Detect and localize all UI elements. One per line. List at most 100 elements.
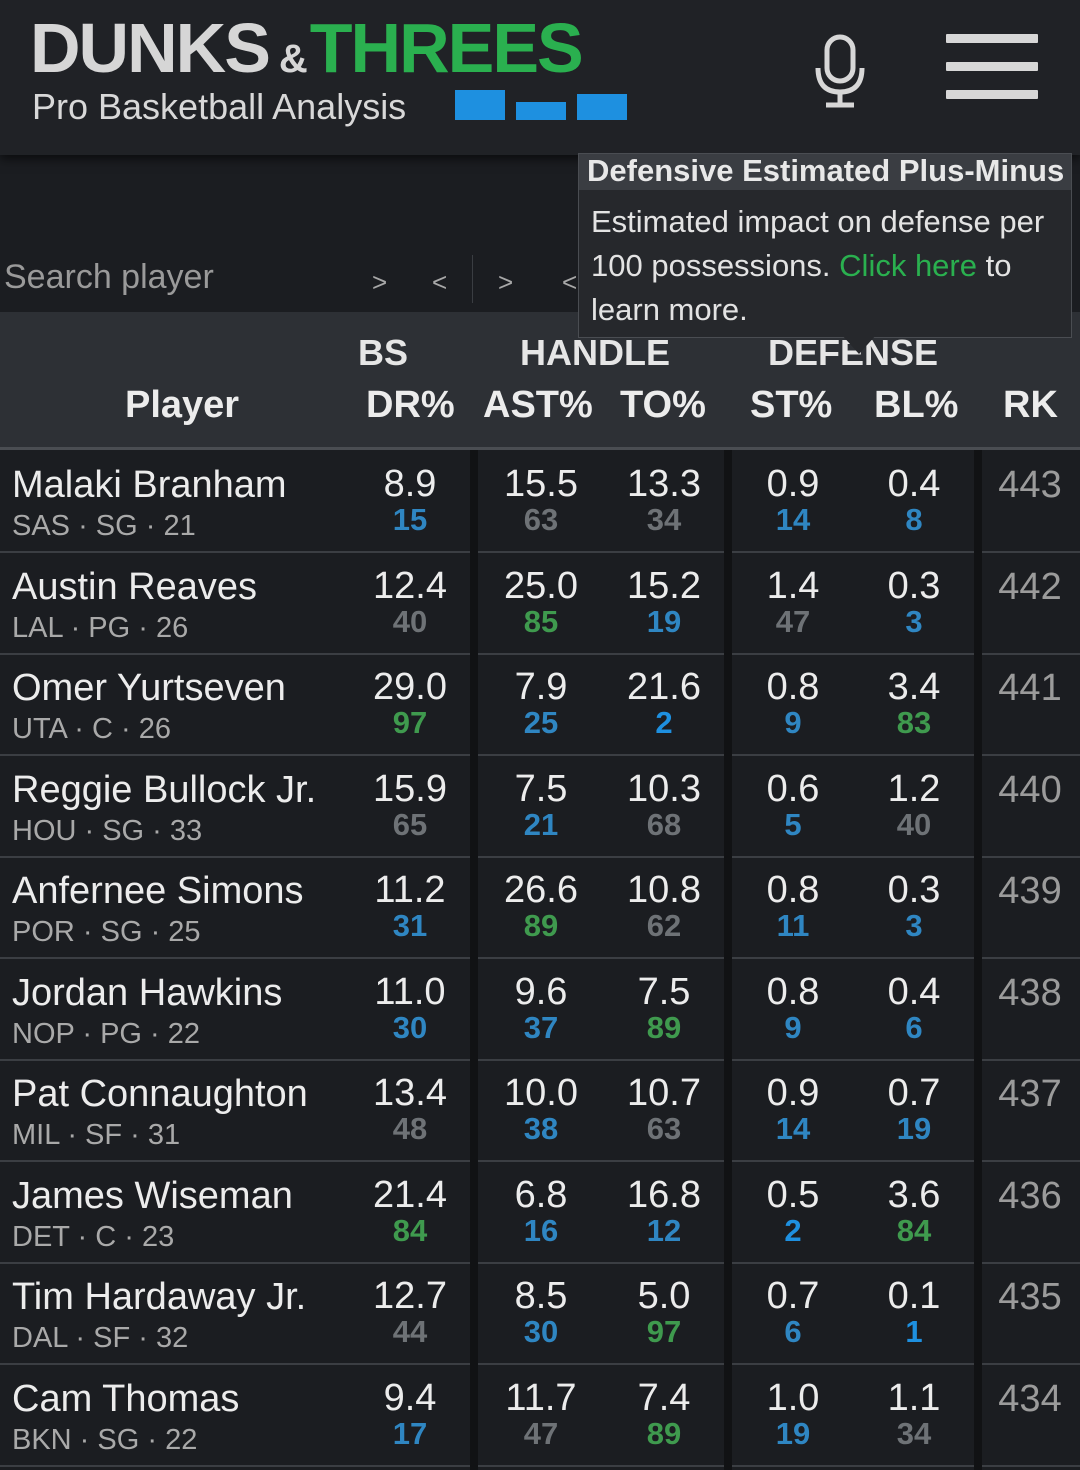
stat-percentile: 9: [784, 705, 802, 740]
stat-value: 15.2: [627, 564, 701, 607]
table-row[interactable]: Anfernee Simons POR · SG · 25 11.2 31 26.6 89…: [0, 856, 1080, 959]
col-bl-pct[interactable]: BL%: [874, 384, 959, 426]
stat-percentile: 38: [523, 1111, 559, 1146]
table-row[interactable]: James Wiseman DET · C · 23 21.4 84 6.8 16 16.8…: [0, 1161, 1080, 1264]
col-rank[interactable]: RK: [1003, 384, 1058, 426]
site-logo[interactable]: DUNKS &THREES: [30, 8, 584, 88]
col-dr-pct[interactable]: DR%: [366, 384, 455, 426]
table-row[interactable]: Jordan Hawkins NOP · PG · 22 11.0 30 9.6 37 7.…: [0, 958, 1080, 1061]
stat-value: 0.8: [766, 869, 820, 911]
stat-cell-dr: 12.4 40: [350, 566, 470, 638]
stat-value: 10.3: [627, 767, 701, 810]
column-divider: [724, 450, 732, 1470]
stat-cell-bl: 0.1 1: [854, 1276, 974, 1348]
stat-value: 21.4: [373, 1173, 447, 1216]
stat-percentile: 14: [775, 1111, 811, 1146]
stat-value: 0.7: [887, 1072, 941, 1114]
stat-cell-st: 1.4 47: [733, 566, 853, 638]
search-input[interactable]: [0, 249, 358, 305]
stat-value: 0.5: [766, 1173, 820, 1216]
stat-percentile: 2: [784, 1212, 802, 1248]
player-name[interactable]: James Wiseman: [12, 1174, 293, 1217]
stat-value: 12.4: [373, 564, 447, 607]
microphone-icon[interactable]: [812, 34, 868, 110]
defense-tooltip: Defensive Estimated Plus-Minus Estimated…: [578, 153, 1072, 338]
stat-value: 29.0: [373, 666, 447, 708]
stat-value: 5.0: [637, 1275, 691, 1317]
stat-value: 0.9: [766, 463, 820, 505]
player-name[interactable]: Anfernee Simons: [12, 870, 304, 912]
stat-cell-bl: 1.1 34: [854, 1378, 974, 1450]
col-st-pct[interactable]: ST%: [750, 384, 833, 426]
table-header: BS HANDLE DEFENSE: [0, 312, 1080, 450]
stat-percentile: 89: [646, 1415, 682, 1451]
player-meta: DAL · SF · 32: [12, 1322, 189, 1354]
stat-cell-st: 0.5 2: [733, 1175, 853, 1247]
stat-cell-ast: 6.8 16: [481, 1175, 601, 1247]
table-row[interactable]: Pat Connaughton MIL · SF · 31 13.4 48 10.0 38…: [0, 1059, 1080, 1162]
stat-value: 21.6: [627, 666, 701, 708]
player-name[interactable]: Jordan Hawkins: [12, 971, 283, 1014]
stat-value: 7.5: [637, 970, 691, 1013]
player-name[interactable]: Malaki Branham: [12, 464, 287, 506]
stat-cell-ast: 8.5 30: [481, 1276, 601, 1348]
col-player[interactable]: Player: [125, 384, 240, 426]
table-row[interactable]: Malaki Branham SAS · SG · 21 8.9 15 15.5 63 13…: [0, 450, 1080, 553]
stat-cell-dr: 29.0 97: [350, 667, 470, 739]
stat-cell-dr: 21.4 84: [350, 1175, 470, 1247]
player-name[interactable]: Omer Yurtseven: [12, 667, 286, 709]
table-row[interactable]: Omer Yurtseven UTA · C · 26 29.0 97 7.9 25 21.…: [0, 653, 1080, 756]
table-row[interactable]: Tim Hardaway Jr. DAL · SF · 32 12.7 44 8.5 30…: [0, 1262, 1080, 1365]
stat-value: 7.5: [514, 767, 568, 810]
col-ast-pct[interactable]: AST%: [483, 384, 593, 426]
player-name[interactable]: Pat Connaughton: [12, 1073, 308, 1115]
stat-value: 13.3: [627, 463, 701, 505]
stat-cell-to: 7.5 89: [604, 972, 724, 1044]
stat-value: 0.8: [766, 970, 820, 1013]
player-meta: SAS · SG · 21: [12, 510, 196, 542]
stat-value: 0.4: [887, 970, 941, 1013]
rank-value: 438: [998, 971, 1062, 1014]
rank-value: 441: [998, 667, 1062, 709]
col-to-pct[interactable]: TO%: [620, 384, 706, 426]
tooltip-link[interactable]: Click here: [839, 248, 977, 283]
scroll-left-arrow[interactable]: <: [562, 267, 578, 297]
stat-value: 7.9: [514, 666, 568, 708]
stat-percentile: 31: [392, 908, 428, 943]
stat-percentile: 97: [646, 1314, 682, 1349]
player-name[interactable]: Cam Thomas: [12, 1377, 240, 1420]
stat-value: 10.8: [627, 869, 701, 911]
stat-value: 1.4: [766, 564, 820, 607]
stat-cell-bl: 0.3 3: [854, 870, 974, 942]
column-divider: [470, 450, 478, 1470]
player-name[interactable]: Reggie Bullock Jr.: [12, 768, 317, 811]
stat-percentile: 5: [784, 806, 802, 842]
header-divider: [0, 447, 1080, 450]
player-name[interactable]: Tim Hardaway Jr.: [12, 1276, 307, 1318]
stat-cell-dr: 11.2 31: [350, 870, 470, 942]
stat-percentile: 63: [646, 1111, 682, 1146]
stat-percentile: 12: [646, 1212, 682, 1248]
stat-value: 0.4: [887, 463, 941, 505]
stat-value: 12.7: [373, 1275, 447, 1317]
search-bar: > < > <: [0, 245, 1080, 311]
player-name[interactable]: Austin Reaves: [12, 565, 258, 608]
stat-value: 1.1: [887, 1376, 941, 1419]
stat-value: 15.5: [504, 463, 578, 505]
stat-cell-bl: 0.4 8: [854, 464, 974, 536]
table-row[interactable]: Austin Reaves LAL · PG · 26 12.4 40 25.0 85 15…: [0, 552, 1080, 655]
stat-percentile: 40: [896, 806, 932, 842]
table-row[interactable]: Cam Thomas BKN · SG · 22 9.4 17 11.7 47 7.4 89 1…: [0, 1364, 1080, 1467]
menu-icon[interactable]: [946, 34, 1040, 100]
stat-value: 15.9: [373, 767, 447, 810]
stat-cell-to: 15.2 19: [604, 566, 724, 638]
stat-percentile: 63: [523, 502, 559, 537]
scroll-right-arrow[interactable]: >: [372, 267, 388, 297]
stat-cell-ast: 9.6 37: [481, 972, 601, 1044]
scroll-left-arrow[interactable]: <: [432, 267, 448, 297]
stat-value: 8.9: [383, 463, 437, 505]
stat-cell-dr: 15.9 65: [350, 769, 470, 841]
table-row[interactable]: Reggie Bullock Jr. HOU · SG · 33 15.9 65 7.5…: [0, 755, 1080, 858]
scroll-right-arrow[interactable]: >: [498, 267, 514, 297]
stat-percentile: 85: [523, 603, 559, 639]
